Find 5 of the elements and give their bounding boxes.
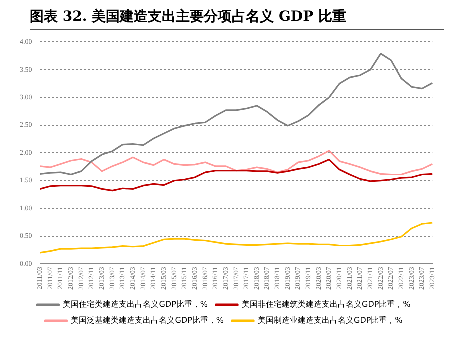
legend-label: 美国非住宅建筑类建造支出占名义GDP比重，% bbox=[242, 300, 412, 310]
legend-label: 美国住宅类建造支出占名义GDP比重，% bbox=[63, 300, 208, 310]
legend-label: 美国泛基建类建造支出占名义GDP比重，% bbox=[71, 316, 224, 326]
chart-title: 图表 32. 美国建造支出主要分项占名义 GDP 比重 bbox=[30, 8, 444, 30]
legend-label: 美国制造业建造支出占名义GDP比重，% bbox=[258, 316, 404, 326]
